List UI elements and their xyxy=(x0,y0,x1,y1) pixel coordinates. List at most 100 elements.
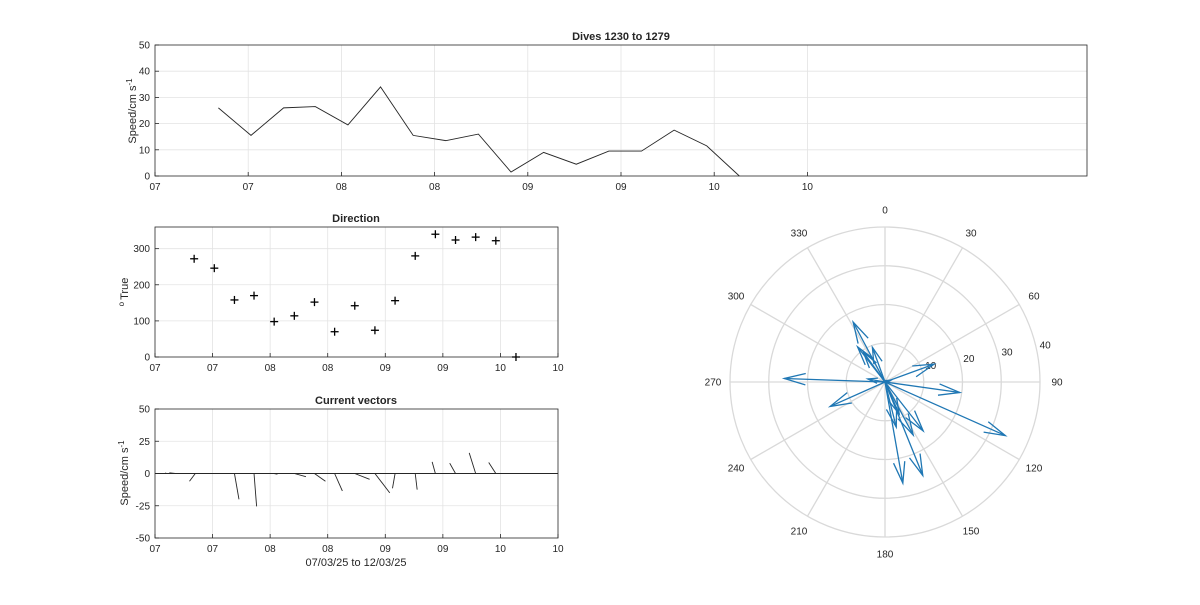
direction-gridlines xyxy=(155,227,558,357)
direction-x-tick-label: 09 xyxy=(437,363,449,374)
speed-y-axis-label-superscript: -1 xyxy=(125,78,134,86)
polar-radius-label: 30 xyxy=(1001,347,1013,358)
vectors-x-tick-label: 10 xyxy=(495,544,507,555)
direction-x-tick-label: 09 xyxy=(380,363,392,374)
speed-x-tick-label: 08 xyxy=(336,182,348,193)
vector-stick xyxy=(234,473,240,500)
polar-vector-head xyxy=(856,344,874,366)
vectors-x-tick-label: 09 xyxy=(380,544,392,555)
polar-angle-label: 270 xyxy=(705,378,722,389)
vectors-x-tick-label: 10 xyxy=(552,544,564,555)
direction-y-axis-label-text: True xyxy=(119,278,131,300)
polar-vector-shaft xyxy=(784,377,886,383)
vectors-x-tick-label: 08 xyxy=(322,544,334,555)
polar-vector xyxy=(871,345,886,383)
polar-vector-shaft xyxy=(867,378,886,383)
direction-y-axis-label-superscript: o xyxy=(117,301,126,306)
polar-vector xyxy=(884,381,925,433)
vectors-series xyxy=(155,452,558,507)
speed-x-tick-label: 10 xyxy=(802,182,814,193)
vectors-y-axis-label: Speed/cm s-1 xyxy=(117,440,131,506)
direction-y-tick-label: 300 xyxy=(133,244,150,255)
polar-spoke xyxy=(806,381,886,517)
speed-axes-box xyxy=(154,44,1088,177)
direction-x-tick-label: 10 xyxy=(552,363,564,374)
polar-vector-shaft xyxy=(884,381,1006,437)
vectors-x-tick-label: 09 xyxy=(437,544,449,555)
polar-vector-shaft xyxy=(884,381,924,432)
vectors-y-tick-label: -25 xyxy=(136,501,151,512)
vector-stick xyxy=(488,462,497,474)
vector-stick xyxy=(314,473,326,482)
polar-vector xyxy=(865,377,886,384)
polar-vectors xyxy=(781,319,1008,486)
speed-x-tick-label: 09 xyxy=(615,182,627,193)
polar-vector-head xyxy=(983,421,1008,437)
polar-spoke xyxy=(884,303,1020,383)
direction-point xyxy=(391,296,400,305)
vectors-x-tick-label: 08 xyxy=(265,544,277,555)
direction-point xyxy=(451,236,460,244)
polar-vector-shaft xyxy=(884,363,935,383)
speed-ticks: 07 07 08 08 09 09 10 10 0 10 20 30 40 50 xyxy=(139,41,814,194)
polar-angle-label: 30 xyxy=(965,229,977,240)
vector-stick xyxy=(189,473,196,482)
direction-point xyxy=(370,326,379,335)
direction-point xyxy=(411,251,420,260)
vectors-chart: 07 07 08 08 09 09 10 10 -50 -25 0 25 50 Current vect… xyxy=(117,395,564,569)
direction-point xyxy=(210,264,219,273)
polar-vector xyxy=(851,319,886,383)
vectors-y-axis-label-text: Speed/cm s xyxy=(119,447,131,506)
vector-stick xyxy=(431,461,436,474)
polar-spoke xyxy=(750,303,886,383)
polar-vector xyxy=(884,381,963,396)
direction-point xyxy=(290,311,299,320)
polar-radius-label: 20 xyxy=(963,354,975,365)
direction-y-tick-label: 0 xyxy=(144,353,150,364)
direction-axes-box xyxy=(154,226,559,358)
polar-angle-label: 150 xyxy=(963,526,980,537)
polar-vector xyxy=(884,379,894,385)
polar-vector-head xyxy=(892,461,906,486)
polar-vector-head xyxy=(937,383,963,396)
polar-vector-head xyxy=(912,363,937,378)
speed-series xyxy=(218,86,740,177)
polar-angle-label: 120 xyxy=(1026,464,1043,475)
polar-vector-head xyxy=(884,379,894,385)
direction-x-tick-label: 07 xyxy=(149,363,161,374)
speed-x-tick-label: 10 xyxy=(709,182,721,193)
speed-x-tick-label: 07 xyxy=(243,182,255,193)
vector-stick xyxy=(374,473,391,494)
speed-y-tick-label: 30 xyxy=(139,93,151,104)
polar-vector-shaft xyxy=(829,381,886,408)
vectors-y-tick-label: 50 xyxy=(139,405,151,416)
vector-stick xyxy=(392,473,396,489)
speed-y-tick-label: 0 xyxy=(144,172,150,183)
polar-vector-shaft xyxy=(871,347,886,383)
polar-grid xyxy=(729,226,1041,538)
speed-chart: 07 07 08 08 09 09 10 10 0 10 20 30 40 50 Dives 1230 t… xyxy=(125,31,1088,194)
polar-angle-label: 240 xyxy=(728,464,745,475)
speed-y-tick-label: 10 xyxy=(139,145,151,156)
vector-stick xyxy=(334,473,343,492)
vector-stick xyxy=(169,472,176,474)
polar-vector-head xyxy=(885,406,898,430)
direction-point xyxy=(350,301,359,310)
polar-vector xyxy=(781,372,886,386)
vector-stick xyxy=(253,473,258,507)
vectors-y-tick-label: 25 xyxy=(139,437,151,448)
polar-spoke xyxy=(884,247,964,383)
polar-vector-shaft xyxy=(884,381,897,428)
polar-vector-head xyxy=(851,319,869,344)
direction-y-tick-label: 200 xyxy=(133,280,150,291)
vectors-x-tick-label: 07 xyxy=(207,544,219,555)
speed-x-tick-label: 08 xyxy=(429,182,441,193)
direction-y-axis-label: oTrue xyxy=(117,278,131,307)
polar-angle-label: 330 xyxy=(791,229,808,240)
polar-angle-label: 60 xyxy=(1028,292,1040,303)
polar-vector-head xyxy=(865,377,878,384)
polar-vector-shaft xyxy=(884,381,904,484)
